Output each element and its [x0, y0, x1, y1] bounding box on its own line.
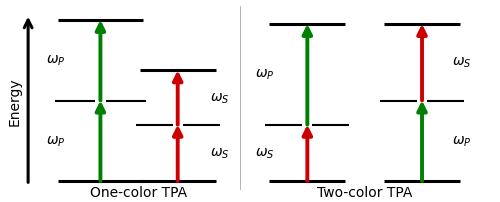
Text: $\omega_S$: $\omega_S$ — [210, 146, 230, 160]
Text: Two-color TPA: Two-color TPA — [317, 185, 412, 199]
Text: $\omega_S$: $\omega_S$ — [256, 146, 275, 160]
Text: One-color TPA: One-color TPA — [90, 185, 188, 199]
Text: $\omega_P$: $\omega_P$ — [46, 54, 66, 68]
Text: $\omega_P$: $\omega_P$ — [256, 68, 275, 82]
Text: $\omega_P$: $\omega_P$ — [452, 134, 471, 148]
Text: $\omega_S$: $\omega_S$ — [210, 91, 230, 105]
Text: Energy: Energy — [8, 77, 22, 125]
Text: $\omega_S$: $\omega_S$ — [452, 56, 471, 70]
Text: $\omega_P$: $\omega_P$ — [46, 134, 66, 148]
